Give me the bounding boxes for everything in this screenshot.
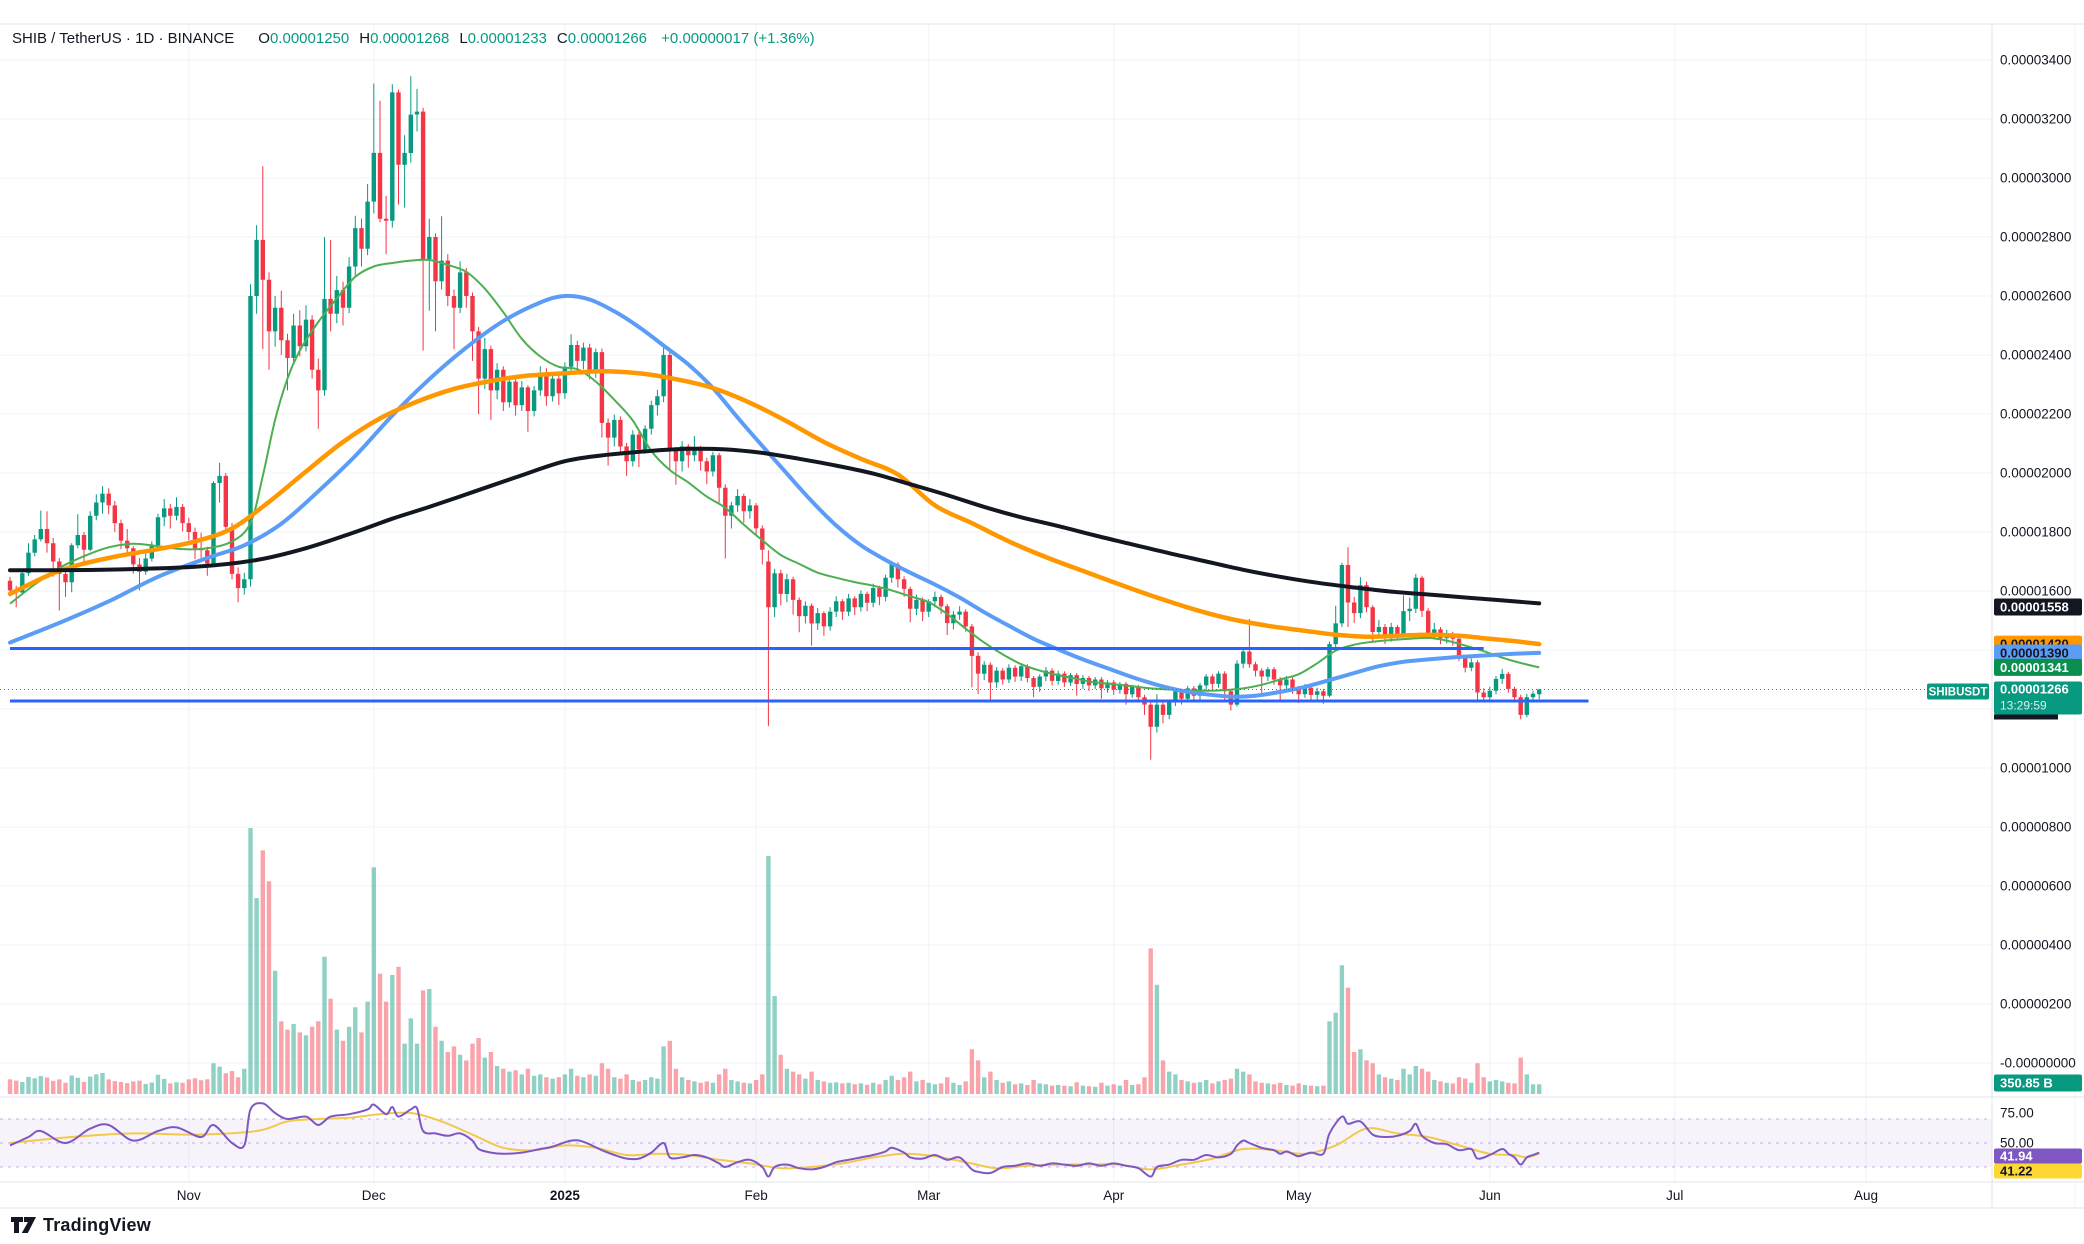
price-tick: 0.00002400 [2000, 348, 2071, 363]
ohlc-value-H: 0.00001268 [370, 30, 450, 47]
rsi-band [0, 1118, 1992, 1168]
price-tick: 0.00000800 [2000, 820, 2071, 835]
volume-pill [1994, 1074, 2082, 1092]
svg-text:350.85 B: 350.85 B [2000, 1076, 2053, 1091]
price-tick: 0.00003200 [2000, 112, 2071, 127]
rsi-pane [9, 1102, 1540, 1178]
price-tick: -0.00000000 [2000, 1056, 2076, 1071]
symbol-title: SHIB / TetherUS · 1D · BINANCE [12, 30, 235, 47]
axis-pill-0.00001341 [1994, 658, 2082, 676]
svg-text:SHIBUSDT: SHIBUSDT [1929, 687, 1988, 699]
current-price-value: 0.00001266 [2000, 682, 2069, 697]
symbol-price-tag [1927, 683, 1989, 700]
ma-black-line [8, 446, 1542, 606]
month-label-Nov: Nov [177, 1188, 201, 1203]
price-tick: 0.00001000 [2000, 761, 2071, 776]
rsi-pill-41.94 [1994, 1148, 2082, 1164]
time-axis[interactable]: Nov Dec 2025 Feb Mar Apr May Jun Jul Aug [177, 1188, 1878, 1203]
price-tick: 0.00002200 [2000, 407, 2071, 422]
price-change: +0.00000017 (+1.36%) [661, 30, 815, 47]
rsi-ma-line [9, 1111, 1540, 1171]
ohlc-key-L: L [459, 30, 468, 47]
price-tick: 0.00002600 [2000, 289, 2071, 304]
month-label-Mar: Mar [917, 1188, 941, 1203]
price-tick: 0.00000600 [2000, 879, 2071, 894]
svg-text:0.00001558: 0.00001558 [2000, 600, 2069, 615]
month-label-May: May [1286, 1188, 1312, 1203]
ma-orange-line [7, 368, 1542, 647]
svg-text:0.00001390: 0.00001390 [2000, 645, 2069, 660]
svg-text:0.00001341: 0.00001341 [2000, 660, 2069, 675]
month-label-Jul: Jul [1666, 1188, 1683, 1203]
rsi-tick: 50.00 [2000, 1136, 2034, 1151]
price-tick: 0.00001600 [2000, 584, 2071, 599]
symbol-legend: SHIB / TetherUS · 1D · BINANCE O0.0000125… [12, 30, 815, 47]
tradingview-logo-icon [11, 1217, 36, 1233]
rsi-line [9, 1102, 1540, 1178]
svg-text:41.22: 41.22 [2000, 1164, 2033, 1179]
moving-averages [7, 258, 1542, 699]
grid-lines [0, 24, 1992, 1182]
rsi-tick: 75.00 [2000, 1106, 2034, 1121]
price-tick: 0.00003000 [2000, 171, 2071, 186]
ohlc-value-O: 0.00001250 [269, 30, 350, 47]
axis-pill-0.00001390 [1994, 644, 2082, 662]
ohlc-key-O: O [258, 30, 270, 47]
price-axis-pills: 0.000015580.000014200.000013900.00001341… [1927, 598, 2082, 1179]
drawings[interactable] [0, 647, 1992, 703]
month-label-2025: 2025 [550, 1188, 581, 1203]
ohlc-value-C: 0.00001266 [567, 30, 647, 47]
price-tick: 0.00000400 [2000, 938, 2071, 953]
volume-down-bars [7, 850, 1523, 1094]
price-tick: 0.00002800 [2000, 230, 2071, 245]
obscured-label-sliver [1994, 714, 2058, 720]
volume-up-bars [20, 828, 1542, 1094]
price-tick: 0.00003400 [2000, 53, 2071, 68]
svg-text:41.94: 41.94 [2000, 1149, 2033, 1164]
bar-countdown: 13:29:59 [2000, 699, 2047, 713]
rsi-pill-41.22 [1994, 1163, 2082, 1179]
ohlc-key-C: C [556, 30, 568, 47]
tradingview-logo-text: TradingView [43, 1214, 151, 1235]
price-tick: 0.00000200 [2000, 997, 2071, 1012]
ohlc-key-H: H [359, 30, 371, 47]
ohlc-value-L: 0.00001233 [467, 30, 547, 47]
price-axis-pane[interactable] [1992, 24, 2084, 1208]
ma-green-line [9, 258, 1540, 692]
volume-bars [7, 828, 1542, 1094]
price-tick: 0.00001800 [2000, 525, 2071, 540]
month-label-Dec: Dec [362, 1188, 386, 1203]
tradingview-logo[interactable]: TradingView [10, 1214, 151, 1236]
month-label-Jun: Jun [1479, 1188, 1501, 1203]
price-axis-labels: 0.00003400 0.00003200 0.00003000 0.00002800… [2000, 53, 2076, 1151]
axis-pill-0.00001558 [1994, 598, 2082, 616]
ma-blue-line [8, 293, 1542, 699]
pane-borders [0, 23, 2084, 1209]
current-price-pill [1994, 681, 2082, 715]
price-tick: 0.00002000 [2000, 466, 2071, 481]
month-label-Apr: Apr [1103, 1188, 1125, 1203]
month-label-Feb: Feb [744, 1188, 767, 1203]
month-label-Aug: Aug [1854, 1188, 1878, 1203]
